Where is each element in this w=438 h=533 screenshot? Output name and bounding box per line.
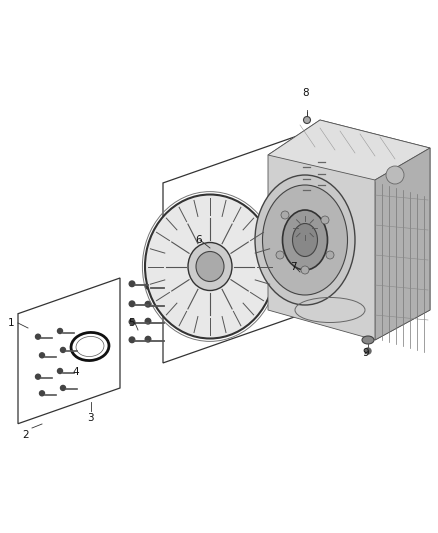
Ellipse shape [292, 215, 318, 241]
Circle shape [57, 328, 63, 334]
Circle shape [312, 171, 318, 176]
Text: 8: 8 [302, 88, 309, 98]
Circle shape [57, 368, 63, 374]
Text: 9: 9 [362, 348, 369, 358]
Circle shape [326, 251, 334, 259]
Circle shape [129, 281, 135, 287]
Ellipse shape [255, 175, 355, 305]
Circle shape [312, 159, 318, 164]
Ellipse shape [293, 223, 318, 256]
Ellipse shape [145, 195, 275, 338]
Ellipse shape [262, 185, 347, 295]
Polygon shape [375, 148, 430, 340]
Circle shape [297, 165, 303, 169]
Circle shape [365, 348, 371, 354]
Circle shape [35, 334, 40, 339]
Circle shape [321, 216, 329, 224]
Circle shape [129, 337, 135, 343]
Ellipse shape [298, 221, 312, 235]
Circle shape [276, 251, 284, 259]
Circle shape [145, 336, 151, 342]
Circle shape [39, 353, 45, 358]
Text: 3: 3 [87, 413, 94, 423]
Circle shape [129, 301, 135, 306]
Ellipse shape [188, 243, 232, 290]
Circle shape [39, 391, 45, 396]
Circle shape [35, 374, 40, 379]
Ellipse shape [386, 166, 404, 184]
Polygon shape [268, 120, 430, 180]
Circle shape [145, 284, 151, 289]
Polygon shape [268, 120, 430, 340]
Circle shape [281, 211, 289, 219]
Circle shape [145, 318, 151, 324]
Text: 4: 4 [72, 367, 79, 377]
Circle shape [301, 266, 309, 274]
Circle shape [297, 176, 303, 182]
Ellipse shape [196, 252, 224, 281]
Circle shape [304, 117, 311, 124]
Text: 2: 2 [22, 430, 28, 440]
Circle shape [312, 182, 318, 187]
Circle shape [129, 319, 135, 325]
Ellipse shape [283, 210, 328, 270]
Circle shape [297, 188, 303, 192]
Ellipse shape [362, 336, 374, 344]
Text: 1: 1 [8, 318, 14, 328]
Text: 6: 6 [195, 235, 201, 245]
Circle shape [60, 385, 66, 391]
Text: 5: 5 [128, 318, 134, 328]
Circle shape [145, 301, 151, 307]
Text: 7: 7 [290, 262, 297, 272]
Circle shape [60, 348, 66, 352]
